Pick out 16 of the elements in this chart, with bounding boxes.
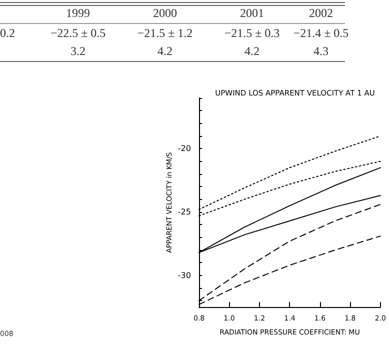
y-tick-label: -25 [178, 208, 191, 216]
text: 3.2 [70, 44, 86, 59]
text: −21.5 ± 0.3 [224, 26, 280, 41]
text: −21.4 ± 0.5 [293, 26, 349, 41]
text: 2000 [153, 6, 177, 21]
text: 4.2 [244, 44, 260, 59]
text: −21.5 ± 1.2 [137, 26, 193, 41]
text: 1999 [66, 6, 90, 21]
text: 0.2 [0, 26, 15, 41]
y-tick-label: -30 [178, 270, 191, 280]
text: −22.5 ± 0.5 [50, 26, 106, 41]
y-tick-label: -20 [178, 144, 191, 154]
text: 4.3 [314, 44, 328, 59]
text: 4.2 [158, 44, 172, 59]
text: 2002 [309, 6, 333, 21]
text: 2001 [240, 6, 264, 21]
